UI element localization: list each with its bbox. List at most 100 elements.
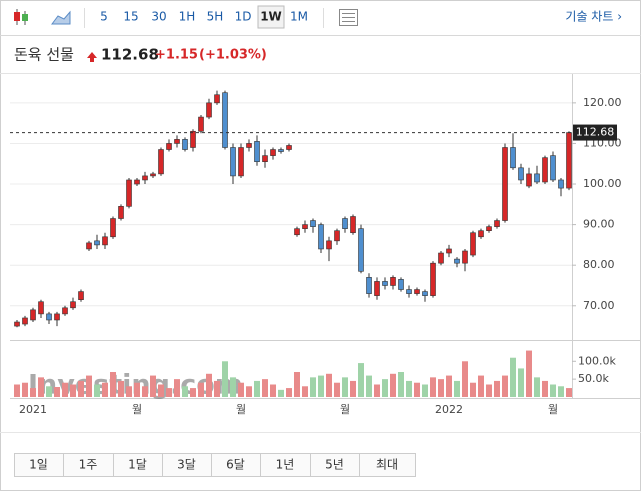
candle-body bbox=[558, 179, 564, 189]
price-change-percent: (+1.03%) bbox=[199, 48, 267, 63]
volume-bar bbox=[550, 384, 556, 397]
range-button[interactable] bbox=[359, 453, 416, 477]
y-tick-label: 80.00 bbox=[583, 258, 615, 271]
volume-bar bbox=[326, 373, 332, 397]
x-tick-label: 월 bbox=[340, 403, 350, 416]
volume-bar bbox=[278, 389, 284, 397]
interval-selected bbox=[257, 5, 285, 29]
candle-body bbox=[398, 279, 404, 290]
volume-bar bbox=[302, 386, 308, 397]
volume-bar bbox=[86, 375, 92, 397]
interval-button[interactable]: 1M bbox=[290, 10, 308, 24]
interval-button[interactable]: 1H bbox=[179, 10, 196, 24]
interval-button[interactable]: 1W bbox=[260, 10, 282, 24]
volume-bar bbox=[310, 377, 316, 397]
candle-body bbox=[14, 321, 20, 327]
candle-body bbox=[30, 309, 36, 321]
volume-bar bbox=[542, 380, 548, 397]
candle-body bbox=[38, 301, 44, 315]
candle-body bbox=[150, 173, 156, 177]
x-tick-label: 2022 bbox=[435, 403, 463, 416]
candle-body bbox=[550, 155, 556, 181]
candle-body bbox=[342, 218, 348, 229]
volume-bar bbox=[374, 384, 380, 397]
candle-body bbox=[118, 206, 124, 219]
candle-body bbox=[366, 277, 372, 294]
candle-body bbox=[358, 228, 364, 272]
candle-body bbox=[326, 240, 332, 250]
volume-bar bbox=[102, 382, 108, 397]
candle-body bbox=[246, 143, 252, 148]
y-tick-label: 100.00 bbox=[583, 177, 622, 190]
candle-body bbox=[470, 232, 476, 256]
range-label[interactable]: 3달 bbox=[177, 458, 196, 472]
volume-bar bbox=[406, 380, 412, 397]
volume-bar bbox=[78, 380, 84, 397]
candle-body bbox=[390, 277, 396, 286]
volume-bar bbox=[366, 375, 372, 397]
candle-body bbox=[102, 236, 108, 246]
x-tick-label: 2021 bbox=[19, 403, 47, 416]
volume-bar bbox=[334, 382, 340, 397]
volume-tick-label: 100.0k bbox=[578, 354, 616, 367]
candle-body bbox=[526, 173, 532, 187]
y-tick-label: 90.00 bbox=[583, 218, 615, 231]
range-label[interactable]: 최대 bbox=[376, 458, 398, 472]
area-icon[interactable] bbox=[51, 10, 71, 25]
volume-bar bbox=[62, 382, 68, 397]
volume-bar bbox=[262, 379, 268, 397]
volume-bar bbox=[350, 380, 356, 397]
range-label[interactable]: 6달 bbox=[226, 458, 245, 472]
candle-body bbox=[166, 143, 172, 150]
x-tick-label: 월 bbox=[236, 403, 246, 416]
candle-body bbox=[454, 258, 460, 264]
interval-button[interactable]: 5 bbox=[100, 10, 108, 24]
candle-body bbox=[406, 289, 412, 294]
volume-bar bbox=[438, 379, 444, 397]
volume-bar bbox=[110, 372, 116, 397]
volume-bar bbox=[566, 388, 572, 397]
table-icon[interactable] bbox=[339, 9, 358, 26]
volume-bar bbox=[222, 361, 228, 397]
volume-bar bbox=[558, 386, 564, 397]
volume-bar bbox=[246, 386, 252, 397]
volume-bar bbox=[14, 384, 20, 397]
candle-body bbox=[270, 149, 276, 156]
volume-tick-label: 50.0k bbox=[578, 372, 609, 385]
price-change: +1.15 bbox=[155, 48, 198, 63]
candle-body bbox=[414, 289, 420, 294]
last-price-label: 112.68 bbox=[576, 126, 615, 139]
candle-icon[interactable] bbox=[14, 9, 28, 25]
candle-body bbox=[502, 147, 508, 221]
candle-body bbox=[198, 116, 204, 132]
candle-body bbox=[278, 149, 284, 152]
volume-bar bbox=[486, 384, 492, 397]
volume-bar bbox=[166, 388, 172, 397]
range-label[interactable]: 1주 bbox=[79, 458, 98, 472]
interval-button[interactable]: 1D bbox=[235, 10, 252, 24]
candle-body bbox=[510, 147, 516, 169]
y-tick-label: 120.00 bbox=[583, 96, 622, 109]
candle-body bbox=[222, 92, 228, 148]
volume-bar bbox=[398, 372, 404, 397]
candle-body bbox=[286, 145, 292, 150]
range-label[interactable]: 1일 bbox=[29, 458, 48, 472]
interval-button[interactable]: 30 bbox=[151, 10, 166, 24]
interval-button[interactable]: 15 bbox=[123, 10, 138, 24]
candle-body bbox=[86, 242, 92, 250]
volume-bar bbox=[54, 387, 60, 397]
candle-body bbox=[46, 313, 52, 321]
volume-bar bbox=[430, 377, 436, 397]
range-label[interactable]: 5년 bbox=[325, 458, 344, 472]
candle-body bbox=[422, 291, 428, 296]
candle-body bbox=[182, 139, 188, 150]
technical-chart-link[interactable]: 기술 차트 › bbox=[565, 10, 622, 24]
volume-bar bbox=[510, 357, 516, 397]
range-label[interactable]: 1달 bbox=[128, 458, 147, 472]
candle-body bbox=[478, 230, 484, 238]
volume-bar bbox=[182, 386, 188, 397]
range-label[interactable]: 1년 bbox=[276, 458, 295, 472]
candle-body bbox=[190, 130, 196, 148]
volume-bar bbox=[342, 377, 348, 397]
interval-button[interactable]: 5H bbox=[207, 10, 224, 24]
